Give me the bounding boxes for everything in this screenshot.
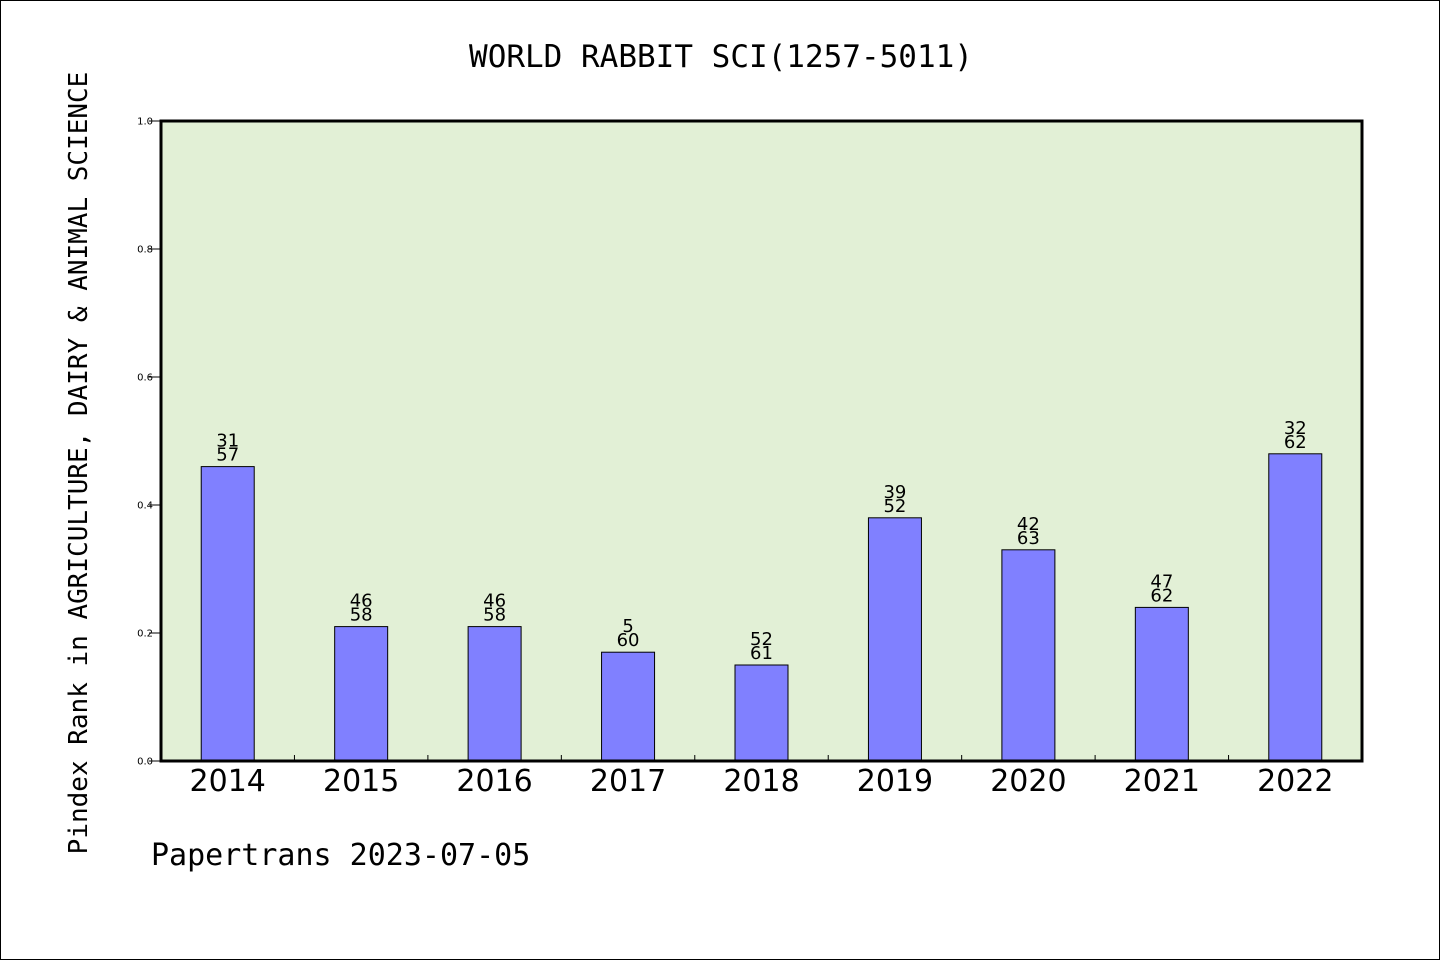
- bar-rank-label: 32: [1284, 418, 1307, 439]
- bar: [200, 466, 255, 762]
- bar-total-label: 52: [883, 496, 906, 517]
- bar-total-label: 58: [350, 605, 373, 626]
- x-tick-label: 2020: [990, 764, 1066, 799]
- x-tick-label: 2019: [857, 764, 933, 799]
- bar-rank-label: 46: [350, 591, 373, 612]
- bar-total-label: 63: [1017, 528, 1040, 549]
- plot-border: [159, 119, 1364, 763]
- x-tick-label: 2018: [723, 764, 799, 799]
- bar-total-label: 60: [617, 630, 640, 651]
- bar-total-label: 61: [750, 643, 773, 664]
- chart-title: WORLD RABBIT SCI(1257-5011): [469, 39, 973, 75]
- bar-total-label: 57: [216, 445, 239, 466]
- x-tick-label: 2021: [1124, 764, 1200, 799]
- y-tick-label: 1.0: [137, 117, 153, 128]
- bar-rank-label: 39: [883, 482, 906, 503]
- bar-total-label: 62: [1284, 432, 1307, 453]
- y-tick-label: 0.8: [137, 245, 153, 256]
- y-tick-label: 0.6: [137, 373, 153, 384]
- bar-total-label: 58: [483, 605, 506, 626]
- bars: [200, 453, 1323, 762]
- x-axis: 2014 2015 2016 2017 2018 2019 2020 2021 2022: [190, 755, 1333, 799]
- bar: [1001, 549, 1056, 762]
- x-tick-label: 2017: [590, 764, 666, 799]
- y-axis: 0.0 0.2 0.4 0.6 0.8 1.0: [137, 117, 161, 768]
- bar-rank-label: 5: [622, 616, 633, 637]
- bar-total-label: 62: [1150, 585, 1173, 606]
- bar: [734, 664, 789, 762]
- x-tick-label: 2022: [1257, 764, 1333, 799]
- bar-rank-label: 31: [216, 431, 239, 452]
- bar: [1134, 606, 1189, 762]
- y-tick-label: 0.0: [137, 757, 153, 768]
- footer-source: Papertrans 2023-07-05: [151, 838, 530, 873]
- bar: [1268, 453, 1323, 762]
- bar-rank-label: 46: [483, 591, 506, 612]
- y-tick-label: 0.4: [137, 501, 153, 512]
- bar: [601, 651, 656, 762]
- bar: [867, 517, 922, 762]
- bar-rank-label: 52: [750, 629, 773, 650]
- bar: [467, 626, 522, 762]
- bar-rank-label: 47: [1150, 571, 1173, 592]
- x-tick-label: 2016: [456, 764, 532, 799]
- y-tick-label: 0.2: [137, 629, 153, 640]
- bar: [334, 626, 389, 762]
- x-tick-label: 2015: [323, 764, 399, 799]
- bar-rank-label: 42: [1017, 514, 1040, 535]
- x-tick-label: 2014: [190, 764, 266, 799]
- y-axis-label: Pindex Rank in AGRICULTURE, DAIRY & ANIM…: [64, 72, 94, 855]
